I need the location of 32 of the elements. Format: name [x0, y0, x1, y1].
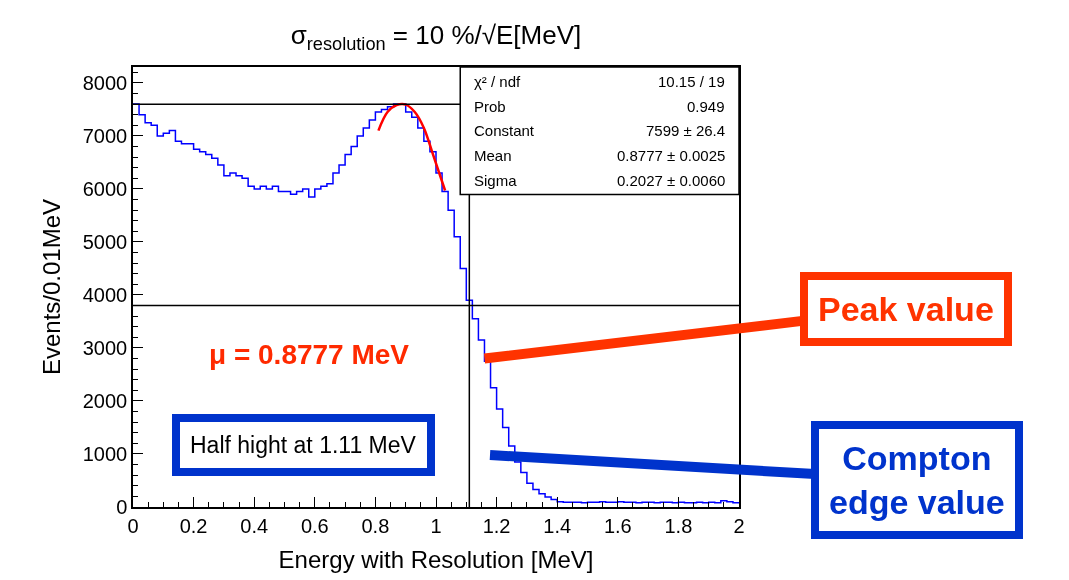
x-tick-label: 1.8: [664, 514, 693, 537]
x-tick-label: 1.4: [543, 514, 572, 537]
x-tick-label: 1.6: [603, 514, 632, 537]
x-tick-label: 0.4: [240, 514, 269, 537]
text: Constant 7599 ± 26.4: [474, 122, 726, 139]
y-tick-label: 6000: [82, 177, 128, 200]
y-tick-label: 8000: [82, 71, 128, 94]
x-tick-label: 1.2: [482, 514, 511, 537]
x-tick-label: 0.6: [300, 514, 329, 537]
x-tick-label: 0.8: [361, 514, 390, 537]
chart-title: σ$_{resolution}$ = 10 %/√E[MeV]: [290, 20, 582, 54]
annotation: Peak value: [818, 290, 994, 328]
y-tick-label: 3000: [82, 336, 128, 359]
text: Compton edge value: [829, 439, 1005, 522]
x-tick-label: 0.2: [179, 514, 208, 537]
text: Sigma 0.2027 ± 0.0060: [474, 172, 726, 189]
y-axis-title: Events/0.01MeV: [38, 198, 66, 376]
x-tick-label: 2: [733, 514, 745, 537]
y-tick-label: 7000: [82, 124, 128, 147]
x-axis-title: Energy with Resolution [MeV]: [278, 545, 594, 573]
y-tick-label: 0: [116, 496, 128, 518]
text: Prob 0.949: [474, 98, 725, 115]
text: Mean 0.8777 ± 0.0025: [474, 147, 726, 164]
line-series: [377, 102, 447, 192]
y-tick-label: 5000: [82, 230, 128, 253]
x-tick-label: 1: [430, 514, 442, 537]
y-tick-label: 2000: [82, 389, 128, 412]
annotation: μ = 0.8777 MeV: [209, 339, 410, 370]
y-tick-label: 4000: [82, 283, 128, 306]
text: χ² / ndf 10.15 / 19: [474, 73, 725, 90]
annotation: Half hight at 1.11 MeV: [190, 432, 417, 458]
y-tick-label: 1000: [82, 442, 128, 465]
